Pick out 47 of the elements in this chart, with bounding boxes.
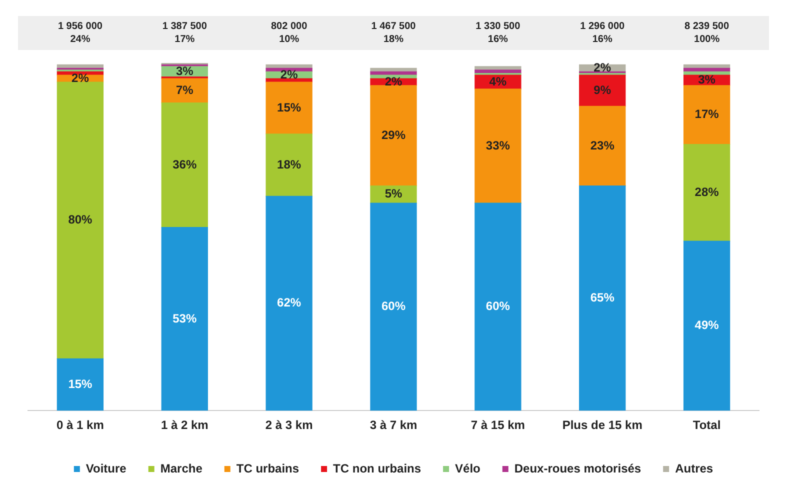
text: 1 330 500 16% <box>476 20 521 45</box>
data-label: 28% <box>694 185 720 200</box>
text: 1 296 000 16% <box>580 20 626 45</box>
legend-label: Deux-roues motorisés <box>514 461 642 476</box>
text: 1 387 500 17% <box>162 20 208 45</box>
legend-label: Voiture <box>86 461 127 476</box>
data-label: 36% <box>172 157 197 172</box>
x-tick-label: 1 à 2 km <box>160 418 208 432</box>
x-tick-label: Plus de 15 km <box>562 418 642 432</box>
legend-label: TC urbains <box>236 461 300 476</box>
text: 802 000 10% <box>270 20 308 45</box>
data-label: 80% <box>68 212 93 227</box>
data-label: 3% <box>698 72 716 87</box>
x-tick-label: Total <box>692 418 721 432</box>
data-label: 15% <box>68 376 93 391</box>
legend-label: Autres <box>675 461 714 476</box>
data-label: 29% <box>381 128 406 142</box>
data-label: 2% <box>72 70 90 85</box>
x-tick-label: 3 à 7 km <box>370 418 418 432</box>
data-label: 62% <box>277 296 302 310</box>
data-label: 2% <box>384 74 402 88</box>
data-label: 15% <box>277 100 302 114</box>
x-tick-label: 7 à 15 km <box>470 418 525 432</box>
data-label: 9% <box>594 82 612 97</box>
legend-label: TC non urbains <box>333 461 422 476</box>
text: 1 467 500 18% <box>371 20 416 45</box>
data-label: 4% <box>489 74 507 88</box>
text: 1 956 000 24% <box>58 20 103 45</box>
data-label: 17% <box>694 107 720 122</box>
data-label: 49% <box>694 318 720 332</box>
x-tick-label: 2 à 3 km <box>265 418 313 432</box>
legend-label: Marche <box>160 461 203 476</box>
data-label: 33% <box>486 138 510 152</box>
data-label: 60% <box>381 299 406 314</box>
data-label: 7% <box>176 82 194 97</box>
data-label: 2% <box>280 67 298 82</box>
legend-label: Vélo <box>455 461 480 476</box>
data-label: 3% <box>176 64 194 78</box>
data-label: 23% <box>590 138 615 152</box>
data-label: 60% <box>486 299 510 314</box>
data-label: 53% <box>172 311 197 326</box>
data-label: 65% <box>590 290 615 305</box>
data-label: 5% <box>384 186 402 201</box>
x-tick-label: 0 à 1 km <box>56 418 104 432</box>
text: 8 239 500 100% <box>684 20 730 45</box>
data-label: 18% <box>277 157 302 172</box>
data-label: 2% <box>594 60 612 74</box>
